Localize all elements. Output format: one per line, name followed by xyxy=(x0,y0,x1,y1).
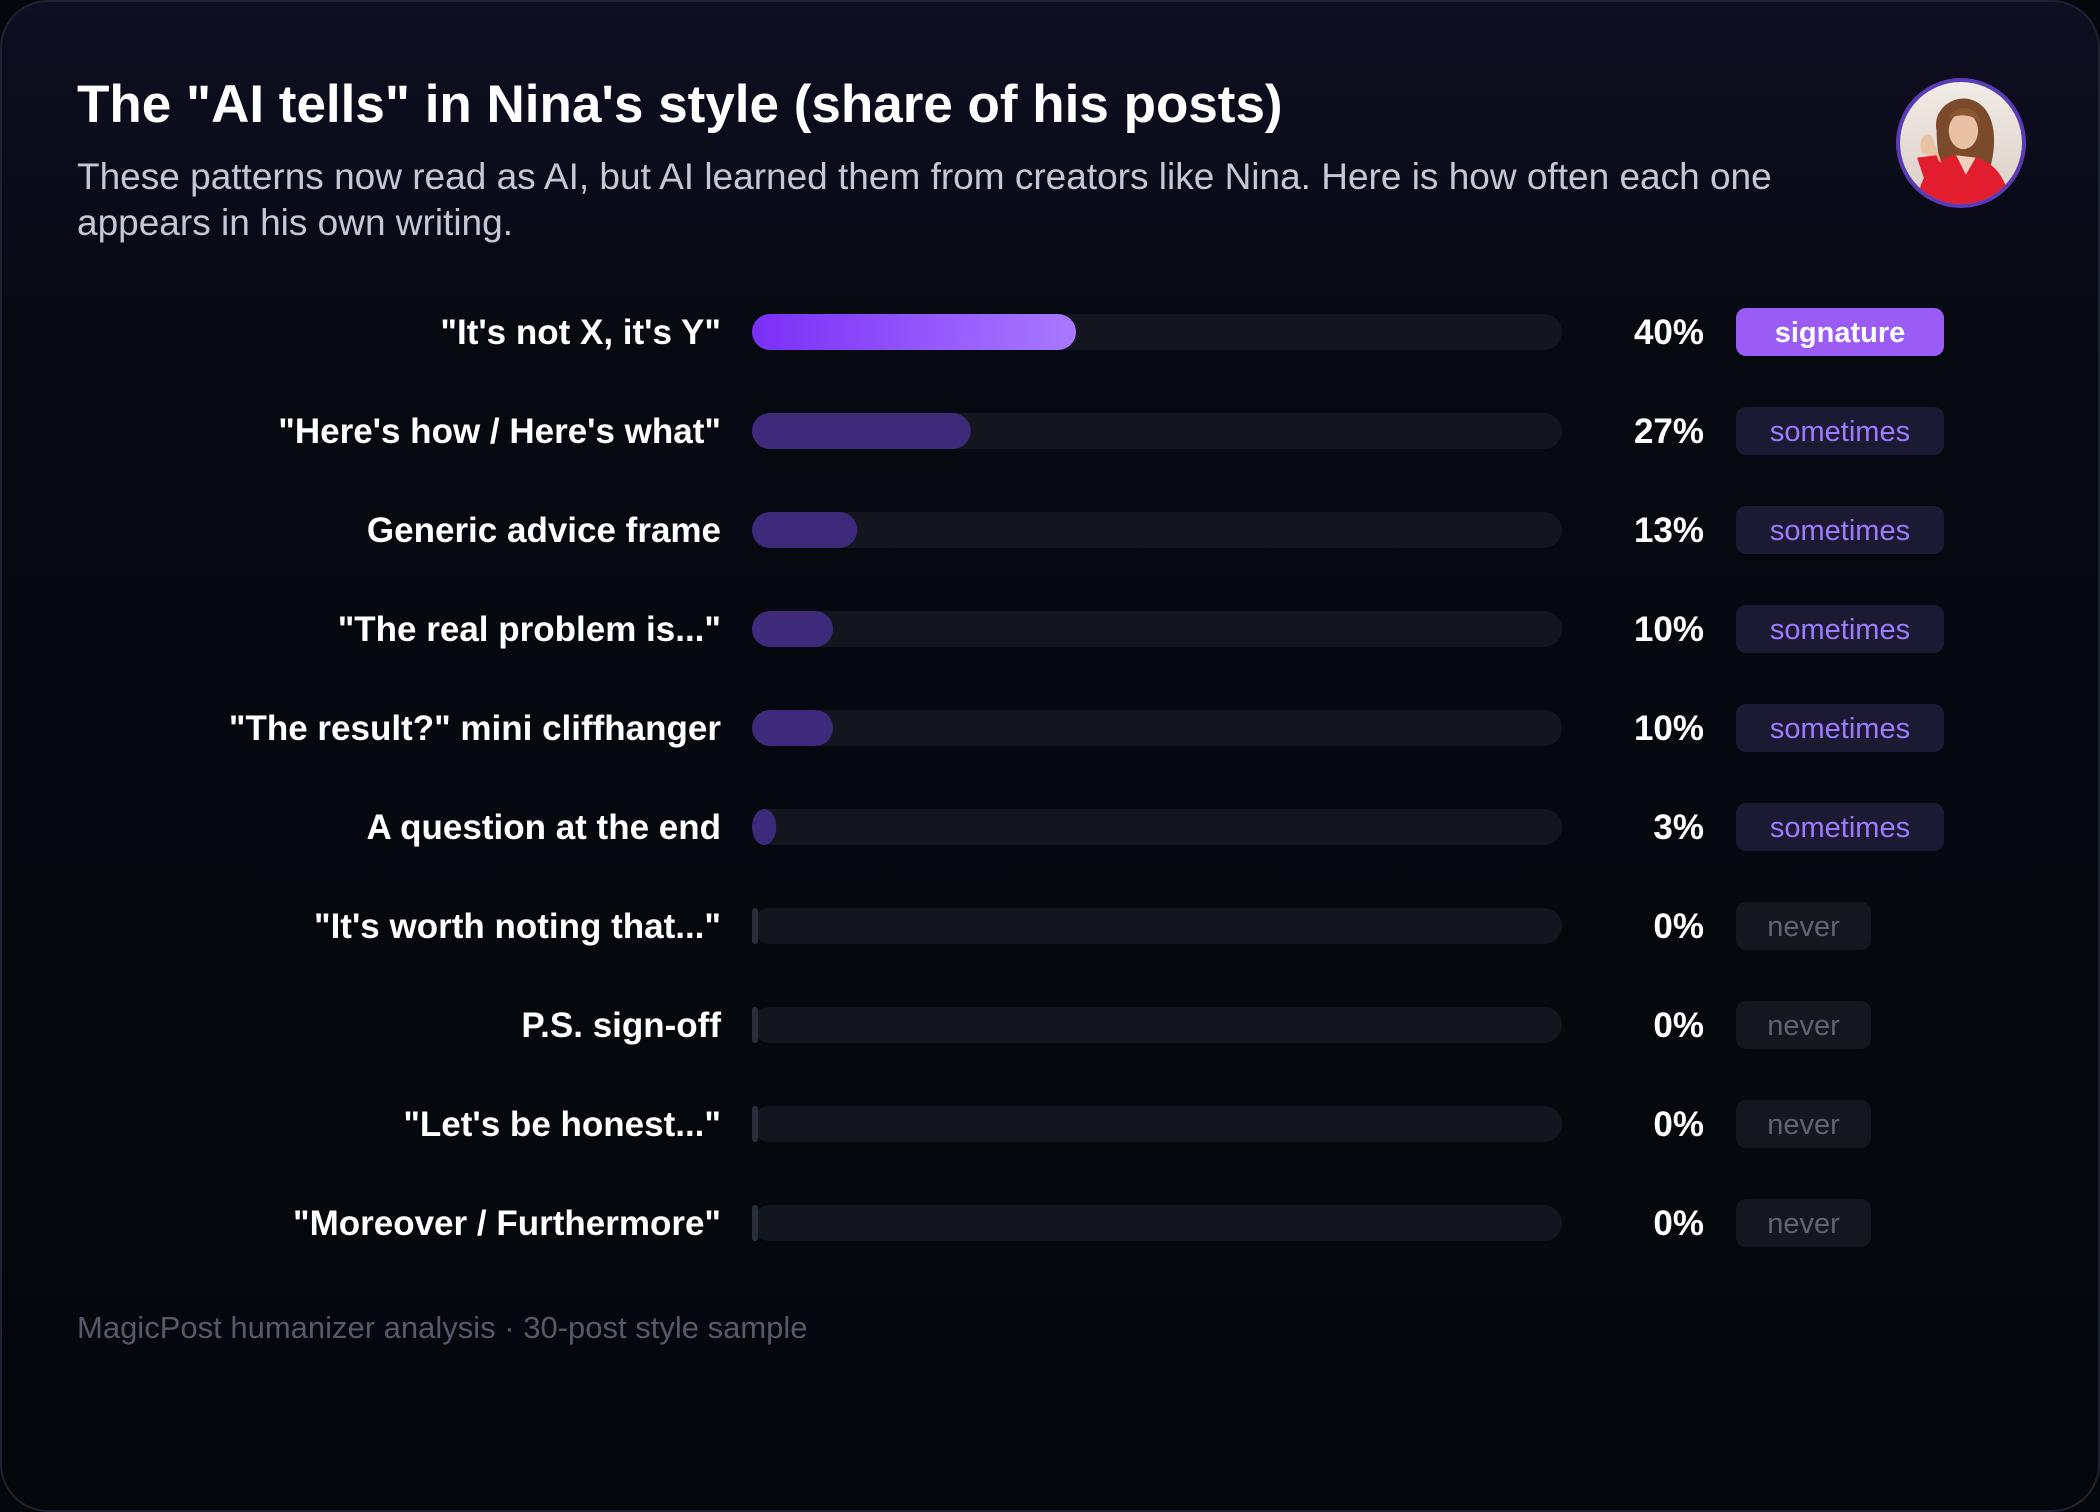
bar-track xyxy=(752,512,1562,548)
value-label: 3% xyxy=(1653,808,1704,847)
value-label: 0% xyxy=(1653,907,1704,946)
bar xyxy=(752,1007,758,1043)
bar xyxy=(752,611,833,647)
bar xyxy=(752,1106,758,1142)
status-badge-label: never xyxy=(1767,1010,1840,1042)
bar-row: Generic advice frame 13% sometimes xyxy=(367,506,1944,554)
value-label: 0% xyxy=(1653,1006,1704,1045)
bar xyxy=(752,809,777,845)
category-label: "Moreover / Furthermore" xyxy=(293,1204,721,1243)
status-badge-label: sometimes xyxy=(1770,713,1910,745)
status-badge-label: sometimes xyxy=(1770,515,1910,547)
value-label: 27% xyxy=(1634,412,1704,451)
category-label: "It's not X, it's Y" xyxy=(440,313,721,352)
bar xyxy=(752,1205,758,1241)
status-badge xyxy=(1736,1100,1871,1148)
value-label: 0% xyxy=(1653,1204,1704,1243)
status-badge-label: signature xyxy=(1775,317,1906,349)
status-badge-label: sometimes xyxy=(1770,614,1910,646)
status-badge xyxy=(1736,902,1871,950)
bar-row: "The real problem is..." 10% sometimes xyxy=(338,605,1944,653)
avatar-image xyxy=(1900,82,2022,204)
bar-row: "Moreover / Furthermore" 0% never xyxy=(293,1199,1871,1247)
bar xyxy=(752,710,833,746)
bar-row: A question at the end 3% sometimes xyxy=(366,803,1944,851)
bar-track xyxy=(752,1106,1562,1142)
status-badge-label: sometimes xyxy=(1770,812,1910,844)
chart-subtitle: These patterns now read as AI, but AI le… xyxy=(77,156,1772,244)
status-badge xyxy=(1736,407,1944,455)
category-label: Generic advice frame xyxy=(367,511,721,550)
chart-title: The "AI tells" in Nina's style (share of… xyxy=(77,75,1283,134)
status-badge xyxy=(1736,1001,1871,1049)
status-badge xyxy=(1736,308,1944,356)
bar xyxy=(752,512,858,548)
bar xyxy=(752,314,1076,350)
value-label: 10% xyxy=(1634,709,1704,748)
value-label: 13% xyxy=(1634,511,1704,550)
bar-row: "The result?" mini cliffhanger 10% sometim… xyxy=(229,704,1944,752)
bar-row: "It's worth noting that..." 0% never xyxy=(314,902,1871,950)
category-label: "Here's how / Here's what" xyxy=(278,412,721,451)
bar-row: P.S. sign-off 0% never xyxy=(521,1001,1871,1049)
bar xyxy=(752,908,758,944)
status-badge-label: never xyxy=(1767,1109,1840,1141)
status-badge xyxy=(1736,506,1944,554)
status-badge-label: never xyxy=(1767,1208,1840,1240)
bar-track xyxy=(752,1007,1562,1043)
status-badge xyxy=(1736,1199,1871,1247)
category-label: "It's worth noting that..." xyxy=(314,907,721,946)
category-label: "The real problem is..." xyxy=(338,610,721,649)
bar-track xyxy=(752,1205,1562,1241)
value-label: 10% xyxy=(1634,610,1704,649)
status-badge xyxy=(1736,605,1944,653)
bar xyxy=(752,413,971,449)
bar-track xyxy=(752,908,1562,944)
bar-track xyxy=(752,710,1562,746)
status-badge xyxy=(1736,704,1944,752)
status-badge xyxy=(1736,803,1944,851)
value-label: 0% xyxy=(1653,1105,1704,1144)
value-label: 40% xyxy=(1634,313,1704,352)
status-badge-label: never xyxy=(1767,911,1840,943)
chart-footer: MagicPost humanizer analysis · 30-post s… xyxy=(77,1310,808,1345)
category-label: P.S. sign-off xyxy=(521,1006,721,1045)
status-badge-label: sometimes xyxy=(1770,416,1910,448)
category-label: "Let's be honest..." xyxy=(403,1105,721,1144)
person-portrait-icon xyxy=(1896,78,2026,208)
bar-track xyxy=(752,809,1562,845)
category-label: "The result?" mini cliffhanger xyxy=(229,709,722,748)
category-label: A question at the end xyxy=(366,808,721,847)
bar-row: "Let's be honest..." 0% never xyxy=(403,1100,1871,1148)
bar-row: "It's not X, it's Y" 40% signature xyxy=(440,308,1944,356)
bar-track xyxy=(752,611,1562,647)
bar-row: "Here's how / Here's what" 27% sometimes xyxy=(278,407,1944,455)
